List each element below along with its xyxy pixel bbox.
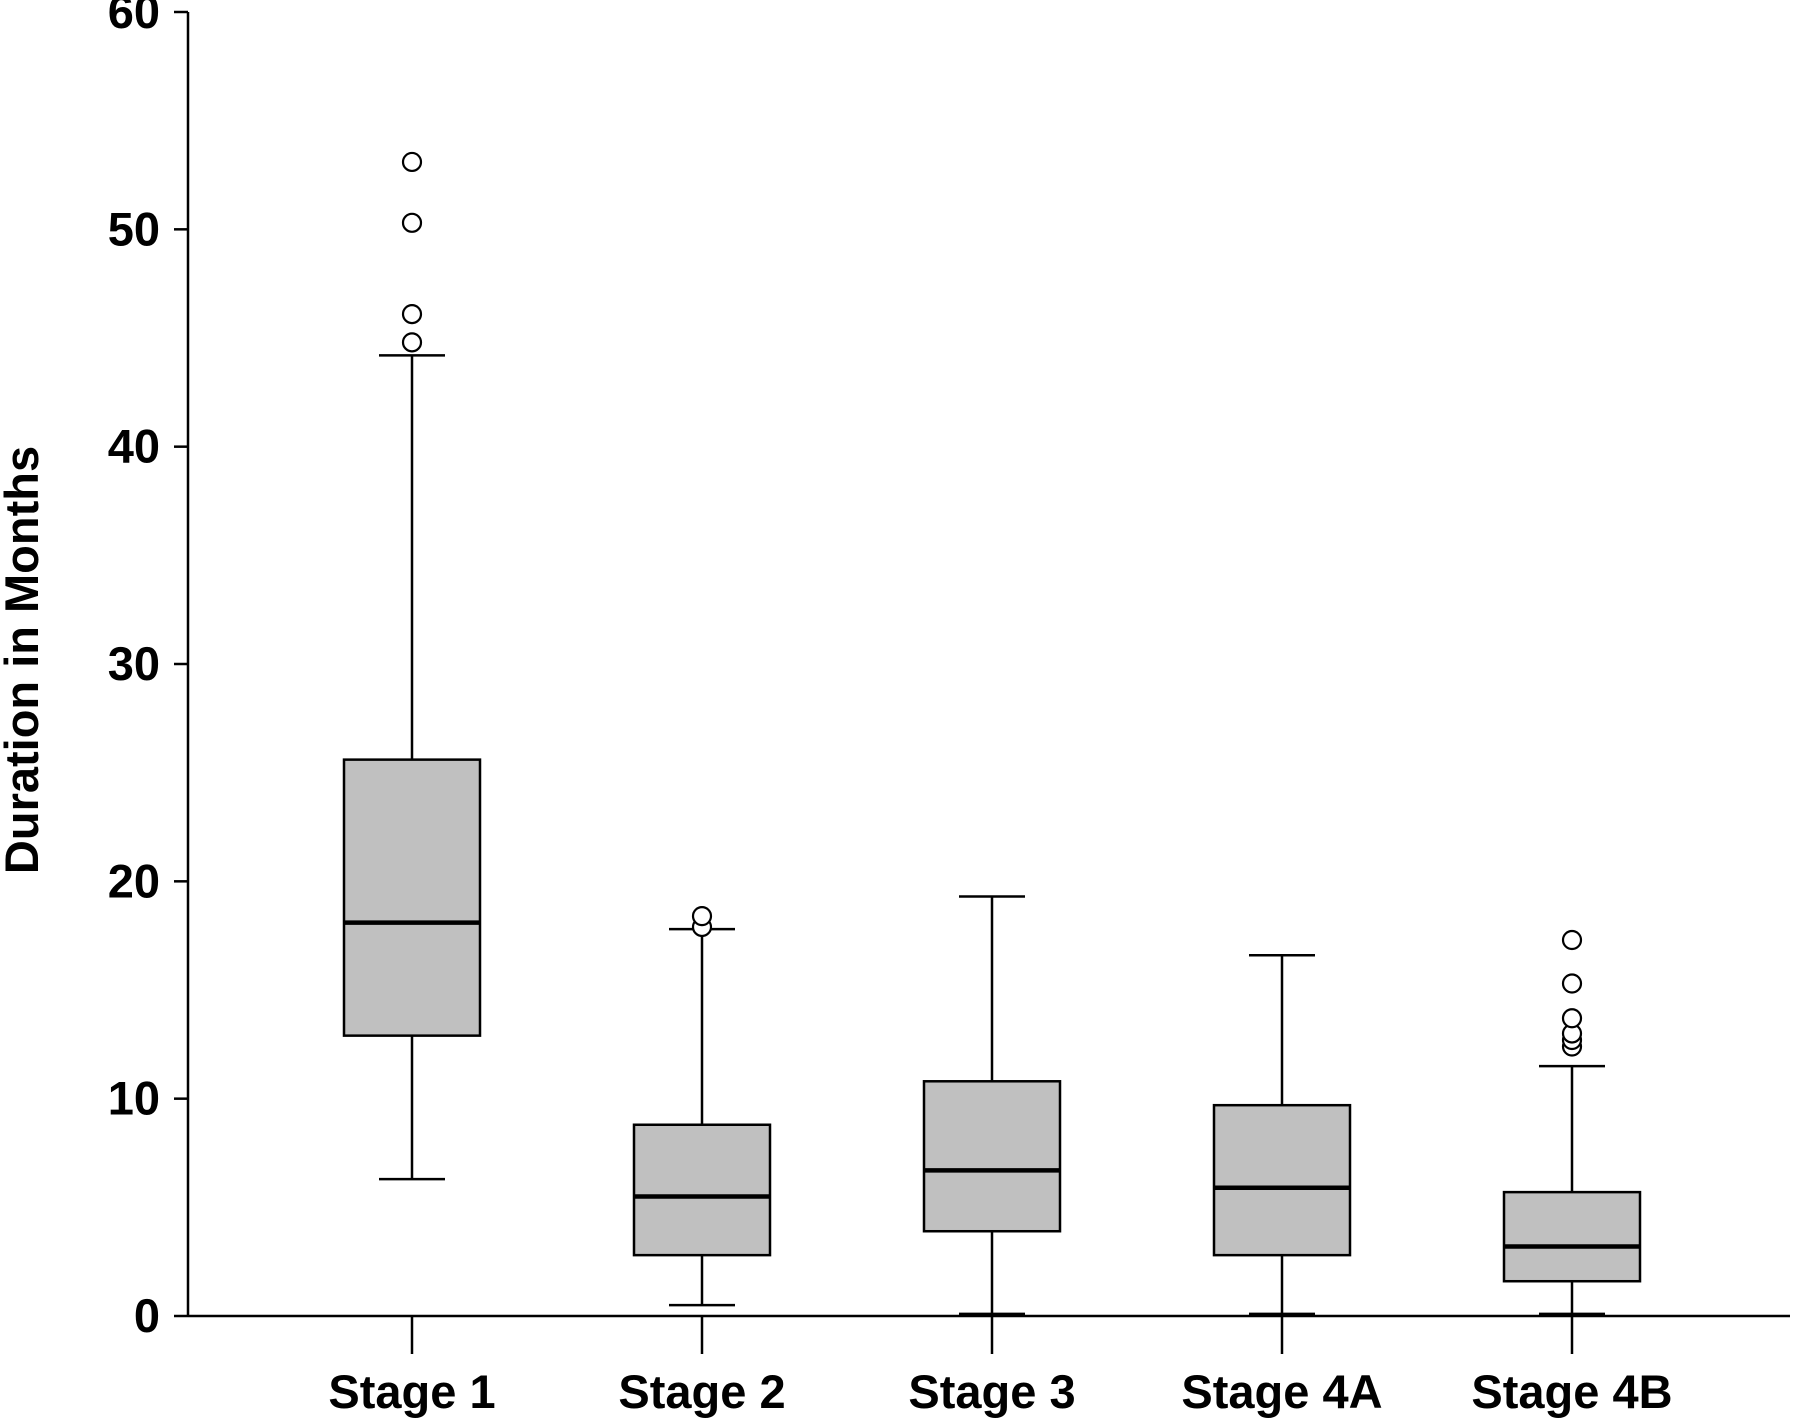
outlier-point (401, 303, 423, 325)
y-tick-label: 0 (134, 1289, 160, 1342)
x-tick-label: Stage 3 (908, 1365, 1075, 1418)
iqr-box (1212, 1103, 1352, 1257)
outlier-point (401, 212, 423, 233)
y-axis: 0 10 20 30 40 50 60 (108, 0, 190, 1342)
box-stage-4a (1212, 953, 1352, 1316)
box-stage-3 (922, 895, 1062, 1316)
y-tick-label: 40 (108, 420, 160, 473)
y-axis-title: Duration in Months (0, 446, 48, 874)
outlier-point (401, 332, 423, 353)
iqr-box (632, 1123, 772, 1257)
outlier-point (1561, 973, 1583, 994)
box-series (342, 151, 1642, 1316)
x-tick-label: Stage 1 (328, 1365, 495, 1418)
y-tick-label: 10 (108, 1072, 160, 1125)
iqr-box (342, 758, 482, 1037)
y-tick-label: 30 (108, 637, 160, 690)
y-tick-label: 50 (108, 202, 160, 255)
outlier-point (691, 906, 713, 927)
outlier-point (401, 151, 423, 173)
x-axis: Stage 1 Stage 2 Stage 3 Stage 4A Stage 4B (188, 1314, 1790, 1418)
box-stage-1 (342, 151, 482, 1181)
box-stage-4b (1502, 929, 1642, 1316)
x-tick-label: Stage 4B (1471, 1365, 1672, 1418)
x-tick-label: Stage 4A (1181, 1365, 1382, 1418)
x-tick-label: Stage 2 (618, 1365, 785, 1418)
y-tick-label: 60 (108, 0, 160, 38)
iqr-box (1502, 1190, 1642, 1283)
outlier-point (1561, 929, 1583, 951)
y-tick-label: 20 (108, 854, 160, 907)
outlier-point (1561, 1008, 1583, 1029)
iqr-box (922, 1080, 1062, 1233)
box-stage-2 (632, 906, 772, 1307)
